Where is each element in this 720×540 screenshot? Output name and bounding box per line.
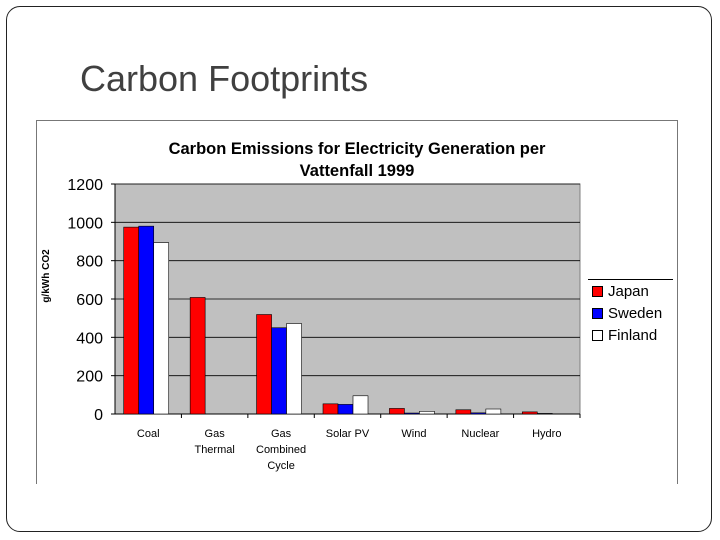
bar-japan (322, 403, 339, 415)
bar-finland (286, 323, 302, 415)
bar-sweden (404, 412, 420, 415)
y-tick-label: 800 (76, 254, 103, 271)
legend-swatch (592, 307, 603, 319)
x-tick-label: Gas (205, 428, 226, 440)
legend-label: Japan (608, 282, 649, 300)
bar-sweden (536, 413, 553, 415)
y-tick-label: 600 (76, 292, 103, 309)
legend-item: Sweden (588, 302, 673, 324)
slide-title: Carbon Footprints (80, 58, 369, 99)
legend-swatch (592, 285, 603, 297)
bar-finland (419, 411, 435, 415)
slide-frame (6, 6, 712, 532)
x-tick-label: Wind (401, 428, 426, 440)
x-tick-label: Cycle (267, 460, 295, 472)
x-tick-label: Solar PV (326, 428, 370, 440)
legend-item: Japan (588, 280, 673, 302)
chart-container: Carbon Emissions for Electricity Generat… (36, 120, 678, 484)
bar-sweden (337, 404, 354, 415)
bar-japan (189, 297, 206, 415)
y-tick-label: 400 (76, 330, 103, 347)
bar-japan (389, 408, 405, 415)
bar-sweden (271, 327, 287, 415)
chart-title: Carbon Emissions for Electricity Generat… (168, 140, 546, 180)
x-tick-label: Thermal (194, 444, 234, 456)
bar-sweden (470, 412, 487, 415)
legend-swatch (592, 329, 603, 341)
bar-sweden (138, 225, 155, 415)
x-tick-label: Coal (137, 428, 160, 440)
bar-finland (485, 408, 502, 415)
x-tick-label: Combined (256, 444, 306, 456)
bar-japan (455, 409, 472, 415)
bar-finland (153, 242, 170, 415)
x-tick-label: Nuclear (461, 428, 499, 440)
legend-item: Finland (588, 324, 673, 346)
bar-finland (352, 395, 369, 415)
bar-japan (123, 226, 140, 415)
bar-japan (256, 314, 272, 415)
y-tick-label: 0 (94, 407, 103, 424)
x-tick-label: Hydro (532, 428, 561, 440)
x-tick-label: Gas (271, 428, 292, 440)
legend-label: Sweden (608, 304, 663, 322)
y-tick-label: 200 (76, 369, 103, 386)
y-tick-label: 1000 (67, 215, 103, 232)
bar-japan (521, 411, 538, 415)
y-tick-label: 1200 (67, 177, 103, 194)
chart-legend: Japan Sweden Finland (588, 279, 673, 346)
bar-chart: 0 200 400 600 800 1000 1200 Coal Gas Thermal Gas Co… (67, 177, 581, 472)
legend-label: Finland (608, 326, 658, 344)
